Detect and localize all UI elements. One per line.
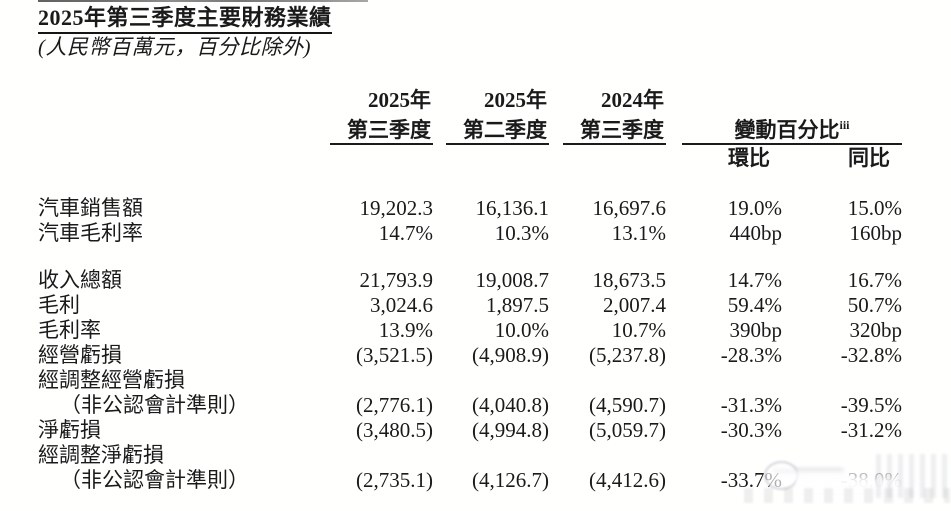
watermark-circle — [764, 461, 799, 490]
table-row-adj-operating-loss-values: （非公認會計準則） (2,776.1) (4,040.8) (4,590.7) … — [60, 393, 902, 417]
col-header-2025q2-quarter: 第二季度 — [446, 113, 549, 145]
col-header-2024q3-year: 2024年 — [601, 88, 664, 112]
title-block: 2025年第三季度主要財務業績 (人民幣百萬元，百分比除外) — [0, 0, 951, 61]
col-header-2025q3-year: 2025年 — [368, 88, 431, 112]
table-row-gross-margin: 毛利率 13.9% 10.0% 10.7% 390bp 320bp — [38, 318, 902, 342]
col-header-yoy: 同比 — [848, 146, 890, 170]
page-subtitle: (人民幣百萬元，百分比除外) — [38, 35, 311, 59]
clipped-text-artifact — [38, 0, 368, 2]
page-title: 2025年第三季度主要財務業績 — [38, 4, 332, 34]
financial-results-table: 2025年 2025年 2024年 第三季度 第二季度 第三季度 變動百分比ii… — [38, 86, 902, 493]
table-row-operating-loss: 經營虧損 (3,521.5) (4,908.9) (5,237.8) -28.3… — [38, 343, 902, 367]
watermark-white-smudge — [796, 470, 920, 504]
col-header-qoq: 環比 — [728, 146, 770, 170]
table-row-total-revenue: 收入總額 21,793.9 19,008.7 18,673.5 14.7% 16… — [38, 268, 902, 292]
header-spacer — [38, 172, 902, 196]
table-row-net-loss: 淨虧損 (3,480.5) (4,994.8) (5,059.7) -30.3%… — [38, 418, 902, 442]
table-row-gross-profit: 毛利 3,024.6 1,897.5 2,007.4 59.4% 50.7% — [38, 293, 902, 317]
col-header-2025q2-year: 2025年 — [484, 88, 547, 112]
header-row-quarter: 第三季度 第二季度 第三季度 變動百分比iii — [38, 113, 902, 145]
col-header-change-pct: 變動百分比iii — [682, 113, 902, 145]
col-header-2025q3-quarter: 第三季度 — [330, 113, 433, 145]
col-header-2024q3-quarter: 第三季度 — [563, 113, 666, 145]
table-row-vehicle-sales: 汽車銷售額 19,202.3 16,136.1 16,697.6 19.0% 1… — [38, 196, 902, 220]
table-row-vehicle-margin: 汽車毛利率 14.7% 10.3% 13.1% 440bp 160bp — [38, 221, 902, 245]
watermark-text-smudge — [876, 454, 948, 498]
section-gap — [38, 246, 902, 268]
footnote-marker: iii — [839, 118, 850, 132]
table-row-adj-net-loss-label: 經調整淨虧損 — [38, 443, 164, 467]
table-row-adj-operating-loss-label: 經調整經營虧損 — [38, 368, 185, 392]
watermark-bottom-smudge — [744, 488, 950, 503]
header-row-year: 2025年 2025年 2024年 — [38, 86, 902, 113]
header-row-change-split: 環比 同比 — [38, 144, 902, 172]
